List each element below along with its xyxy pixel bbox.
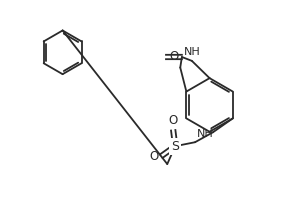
Text: O: O — [169, 50, 178, 63]
Text: NH: NH — [197, 129, 214, 139]
Text: O: O — [169, 114, 178, 127]
Text: O: O — [149, 150, 158, 163]
Text: NH: NH — [184, 47, 200, 57]
Text: S: S — [171, 140, 179, 153]
